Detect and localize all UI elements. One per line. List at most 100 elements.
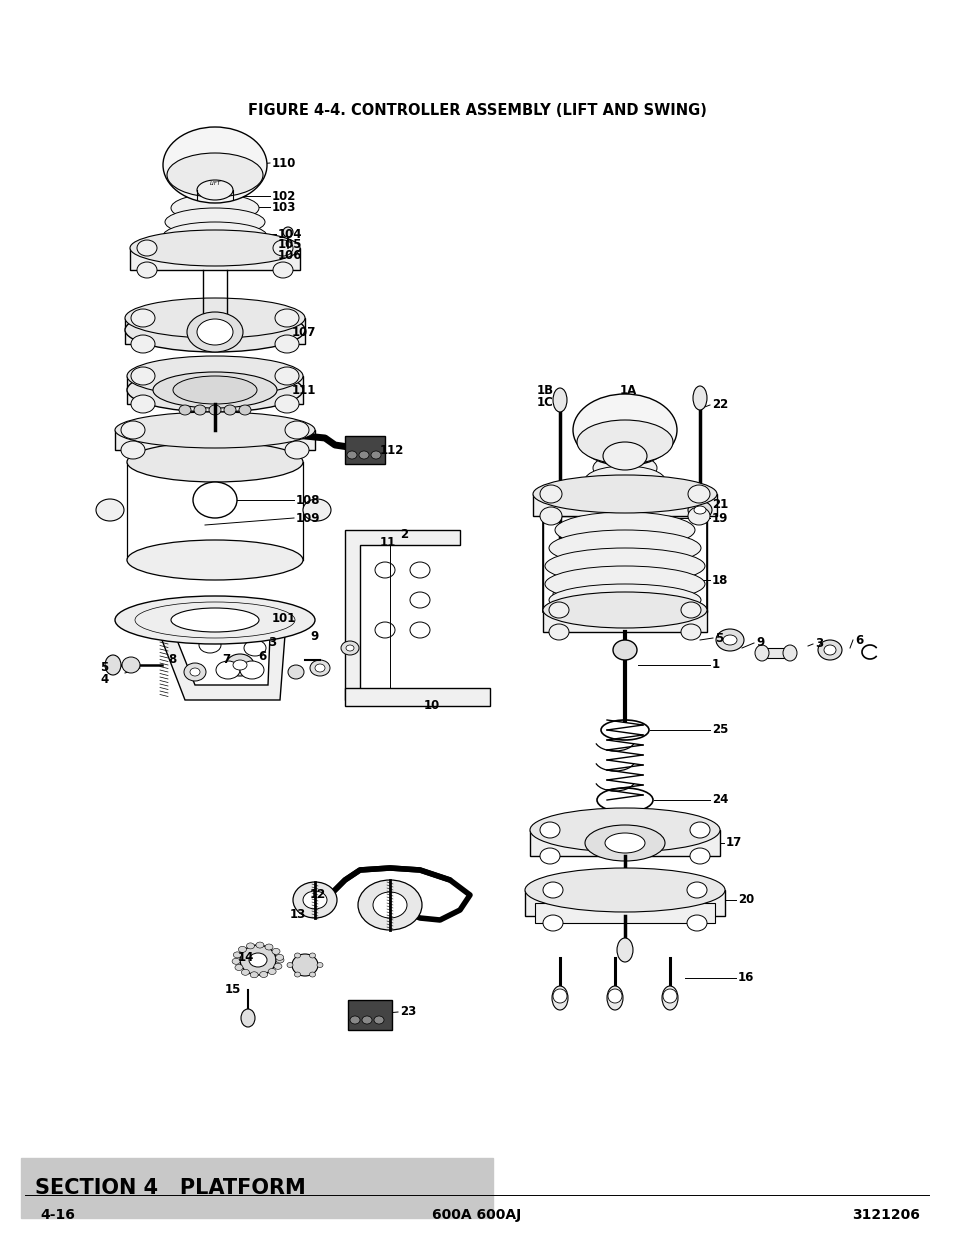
Ellipse shape [292, 953, 317, 976]
Ellipse shape [689, 823, 709, 839]
Ellipse shape [233, 659, 247, 671]
Text: 9: 9 [310, 631, 318, 643]
Ellipse shape [241, 1009, 254, 1028]
Ellipse shape [593, 454, 657, 482]
Ellipse shape [137, 240, 157, 256]
Ellipse shape [171, 608, 258, 632]
Ellipse shape [303, 499, 331, 521]
Text: 8: 8 [168, 653, 176, 667]
Bar [530, 830, 720, 856]
Ellipse shape [152, 372, 276, 408]
Ellipse shape [580, 478, 668, 506]
Text: 102: 102 [272, 189, 296, 203]
Ellipse shape [309, 972, 315, 977]
Text: 24: 24 [711, 794, 727, 806]
Ellipse shape [163, 127, 267, 203]
Ellipse shape [246, 942, 254, 948]
Ellipse shape [604, 832, 644, 853]
Ellipse shape [287, 962, 293, 967]
Ellipse shape [602, 442, 646, 471]
Ellipse shape [303, 890, 327, 909]
Ellipse shape [693, 506, 705, 514]
Ellipse shape [823, 645, 835, 655]
Ellipse shape [115, 412, 314, 448]
Text: 15: 15 [225, 983, 241, 997]
Text: 108: 108 [295, 494, 320, 506]
Ellipse shape [288, 664, 304, 679]
Ellipse shape [115, 597, 314, 643]
Text: 103: 103 [272, 200, 296, 214]
Ellipse shape [294, 972, 300, 977]
Ellipse shape [187, 312, 243, 352]
Text: 9: 9 [755, 636, 763, 650]
Bar [127, 375, 303, 404]
Ellipse shape [274, 367, 298, 385]
Ellipse shape [358, 451, 369, 459]
Text: 112: 112 [379, 443, 404, 457]
Ellipse shape [127, 356, 303, 396]
Ellipse shape [249, 953, 267, 967]
Ellipse shape [233, 952, 241, 958]
Ellipse shape [346, 645, 354, 651]
Ellipse shape [548, 530, 700, 566]
Ellipse shape [196, 180, 233, 200]
Bar [542, 610, 706, 632]
Text: 3: 3 [814, 637, 822, 651]
Text: 1C: 1C [537, 395, 554, 409]
Ellipse shape [350, 1016, 359, 1024]
Polygon shape [160, 635, 285, 700]
Text: 111: 111 [292, 384, 316, 396]
Ellipse shape [172, 375, 256, 404]
Ellipse shape [613, 640, 637, 659]
Text: 23: 23 [399, 1005, 416, 1019]
Polygon shape [345, 530, 459, 700]
Bar [125, 317, 305, 345]
Text: 3121206: 3121206 [851, 1208, 919, 1221]
Ellipse shape [687, 508, 709, 525]
Ellipse shape [316, 962, 323, 967]
Ellipse shape [234, 965, 243, 971]
Ellipse shape [544, 566, 704, 601]
Text: 1B: 1B [537, 384, 554, 396]
Ellipse shape [272, 948, 280, 955]
Ellipse shape [680, 601, 700, 618]
Ellipse shape [238, 946, 246, 952]
Text: 106: 106 [277, 248, 302, 262]
Ellipse shape [273, 240, 293, 256]
Ellipse shape [285, 441, 309, 459]
Bar [535, 903, 714, 923]
Ellipse shape [274, 309, 298, 327]
Ellipse shape [716, 629, 743, 651]
Ellipse shape [293, 882, 336, 918]
Bar [345, 688, 490, 706]
Text: 1A: 1A [619, 384, 637, 396]
Ellipse shape [199, 637, 221, 653]
Ellipse shape [121, 441, 145, 459]
Ellipse shape [544, 548, 704, 584]
Ellipse shape [131, 395, 154, 412]
Ellipse shape [130, 230, 299, 266]
Ellipse shape [265, 944, 273, 950]
Bar [130, 248, 299, 270]
Text: 1: 1 [711, 658, 720, 672]
Ellipse shape [542, 882, 562, 898]
Ellipse shape [309, 953, 315, 958]
Ellipse shape [226, 655, 253, 676]
Ellipse shape [274, 963, 282, 969]
Ellipse shape [410, 622, 430, 638]
Ellipse shape [722, 635, 737, 645]
Ellipse shape [662, 989, 677, 1003]
Ellipse shape [273, 262, 293, 278]
Ellipse shape [196, 319, 233, 345]
Ellipse shape [539, 485, 561, 503]
Ellipse shape [573, 394, 677, 466]
Ellipse shape [680, 624, 700, 640]
Ellipse shape [371, 451, 380, 459]
Ellipse shape [555, 513, 695, 548]
Ellipse shape [539, 848, 559, 864]
Ellipse shape [361, 1016, 372, 1024]
Ellipse shape [754, 645, 768, 661]
Bar [21, 1158, 493, 1218]
Ellipse shape [347, 451, 356, 459]
Ellipse shape [244, 640, 266, 656]
